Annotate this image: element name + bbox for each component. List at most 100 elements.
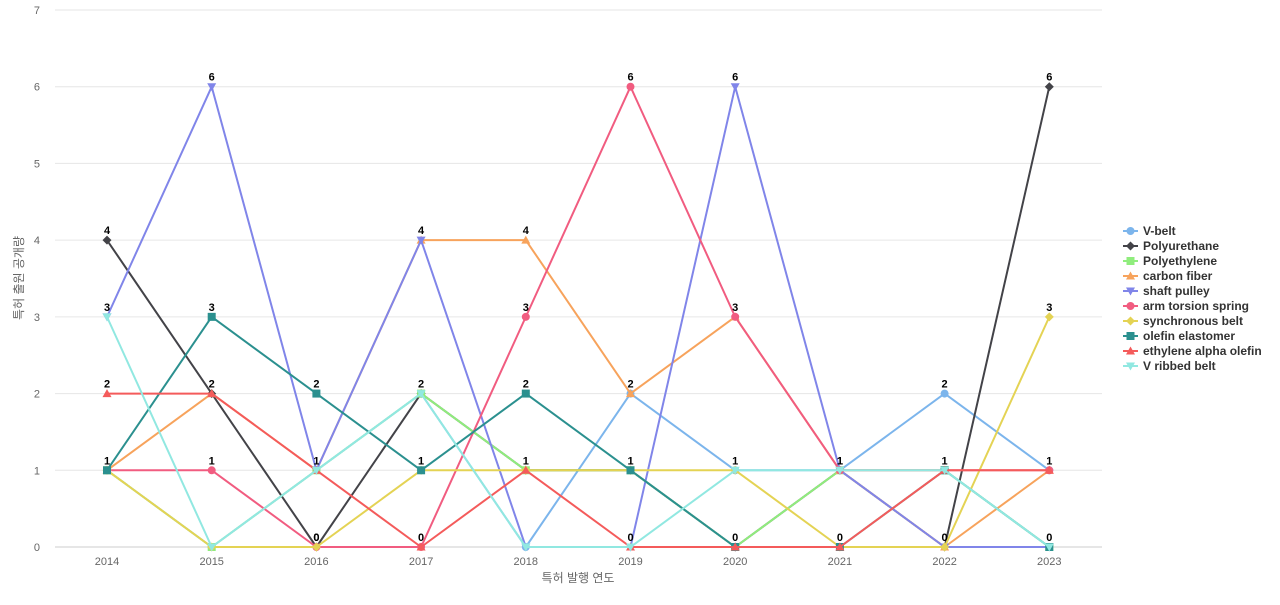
x-tick-label: 2019 (618, 556, 642, 568)
data-point (102, 235, 112, 245)
data-label: 6 (209, 72, 215, 84)
legend-item[interactable]: shaft pulley (1123, 284, 1210, 298)
legend-label: V-belt (1143, 224, 1176, 238)
data-label: 1 (523, 455, 529, 467)
data-point (207, 312, 216, 321)
data-point (207, 83, 217, 92)
legend-item[interactable]: V-belt (1123, 224, 1176, 238)
data-point (835, 466, 845, 475)
data-point (521, 312, 530, 321)
data-point (207, 389, 217, 398)
legend-label: ethylene alpha olefin (1143, 344, 1262, 358)
data-label: 4 (104, 225, 111, 237)
y-tick-label: 3 (34, 312, 40, 324)
data-label: 0 (1046, 532, 1052, 544)
x-axis-title: 특허 발행 연도 (542, 570, 615, 585)
data-point (626, 82, 635, 91)
data-label: 3 (732, 302, 738, 314)
legend-item[interactable]: Polyurethane (1123, 239, 1219, 253)
data-point (626, 466, 635, 475)
data-point (940, 466, 950, 475)
legend-item[interactable]: olefin elastomer (1123, 329, 1235, 343)
data-label: 1 (313, 455, 319, 467)
data-label: 1 (418, 455, 424, 467)
legend-marker (1126, 241, 1135, 251)
legend-label: carbon fiber (1143, 269, 1213, 283)
data-label: 6 (627, 72, 633, 84)
data-point (207, 466, 216, 475)
legend-item[interactable]: arm torsion spring (1123, 299, 1249, 313)
data-label: 2 (942, 379, 948, 391)
data-point (940, 542, 950, 552)
data-point (207, 543, 217, 552)
data-label: 3 (209, 302, 215, 314)
series-olefin-elastomer (103, 312, 1054, 551)
legend-label: Polyurethane (1143, 239, 1219, 253)
y-tick-label: 6 (34, 82, 40, 94)
data-label: 0 (313, 532, 319, 544)
data-point (416, 390, 426, 399)
data-point (835, 542, 845, 551)
data-label: 1 (627, 455, 633, 467)
data-label: 4 (418, 225, 425, 237)
legend-item[interactable]: synchronous belt (1123, 314, 1243, 328)
data-point (521, 235, 531, 244)
series-v-ribbed-belt (102, 313, 1054, 552)
data-point (731, 312, 740, 321)
series-carbon-fiber (102, 235, 1054, 551)
data-label: 1 (837, 455, 843, 467)
x-tick-label: 2014 (95, 556, 119, 568)
data-point (416, 236, 426, 245)
legend-label: synchronous belt (1143, 314, 1243, 328)
x-tick-label: 2023 (1037, 556, 1061, 568)
data-point (521, 389, 530, 398)
legend-item[interactable]: carbon fiber (1123, 269, 1213, 283)
x-tick-label: 2020 (723, 556, 747, 568)
x-tick-label: 2022 (932, 556, 956, 568)
series-line (106, 315, 1051, 548)
data-point (311, 542, 321, 552)
series-group (102, 82, 1054, 552)
legend-marker (1126, 362, 1135, 371)
data-point (626, 389, 635, 398)
data-label: 2 (627, 379, 633, 391)
series-line (106, 315, 1051, 548)
legend-item[interactable]: V ribbed belt (1123, 359, 1216, 373)
data-point (416, 542, 426, 551)
data-label: 6 (1046, 72, 1052, 84)
data-point (312, 389, 321, 398)
legend-marker (1126, 302, 1135, 310)
data-label: 6 (732, 72, 738, 84)
data-point (103, 466, 111, 475)
data-label: 3 (523, 302, 529, 314)
legend-label: arm torsion spring (1143, 299, 1249, 313)
data-point (311, 466, 321, 475)
data-point (521, 465, 531, 474)
data-label: 0 (313, 532, 319, 544)
data-label: 2 (209, 379, 215, 391)
y-tick-label: 2 (34, 389, 40, 401)
gridlines (55, 9, 1102, 548)
y-tick-label: 4 (34, 235, 40, 247)
data-label: 1 (1046, 455, 1052, 467)
data-label: 2 (418, 379, 424, 391)
data-point (1044, 82, 1054, 92)
data-label: 0 (418, 532, 424, 544)
legend-item[interactable]: ethylene alpha olefin (1123, 344, 1262, 358)
legend-item[interactable]: Polyethylene (1123, 254, 1217, 268)
legend-label: Polyethylene (1143, 254, 1217, 268)
x-tick-label: 2017 (409, 556, 433, 568)
data-label: 1 (942, 455, 948, 467)
legend-marker (1126, 227, 1135, 235)
y-tick-label: 1 (34, 465, 40, 477)
legend-label: V ribbed belt (1143, 359, 1216, 373)
data-label: 2 (104, 379, 110, 391)
legend-marker (1126, 287, 1135, 296)
data-point (730, 542, 740, 551)
data-point (521, 543, 531, 552)
data-point (730, 466, 740, 475)
legend-marker (1126, 271, 1135, 280)
